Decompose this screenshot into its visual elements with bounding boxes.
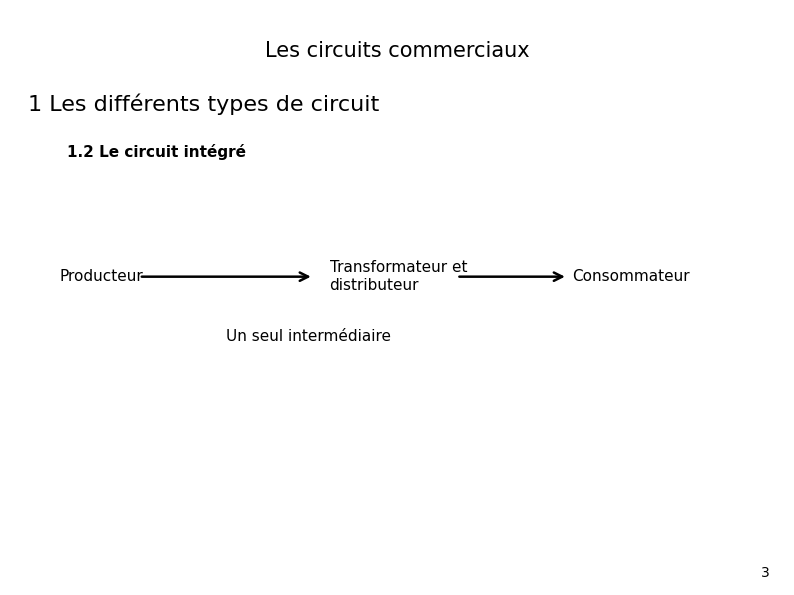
Text: 1.2 Le circuit intégré: 1.2 Le circuit intégré bbox=[67, 144, 246, 159]
Text: Producteur: Producteur bbox=[60, 269, 143, 284]
Text: Un seul intermédiaire: Un seul intermédiaire bbox=[226, 328, 391, 344]
Text: Les circuits commerciaux: Les circuits commerciaux bbox=[264, 40, 530, 61]
Text: Transformateur et
distributeur: Transformateur et distributeur bbox=[330, 261, 467, 293]
Text: 3: 3 bbox=[761, 566, 770, 580]
Text: Consommateur: Consommateur bbox=[572, 269, 689, 284]
Text: 1 Les différents types de circuit: 1 Les différents types de circuit bbox=[28, 93, 379, 115]
